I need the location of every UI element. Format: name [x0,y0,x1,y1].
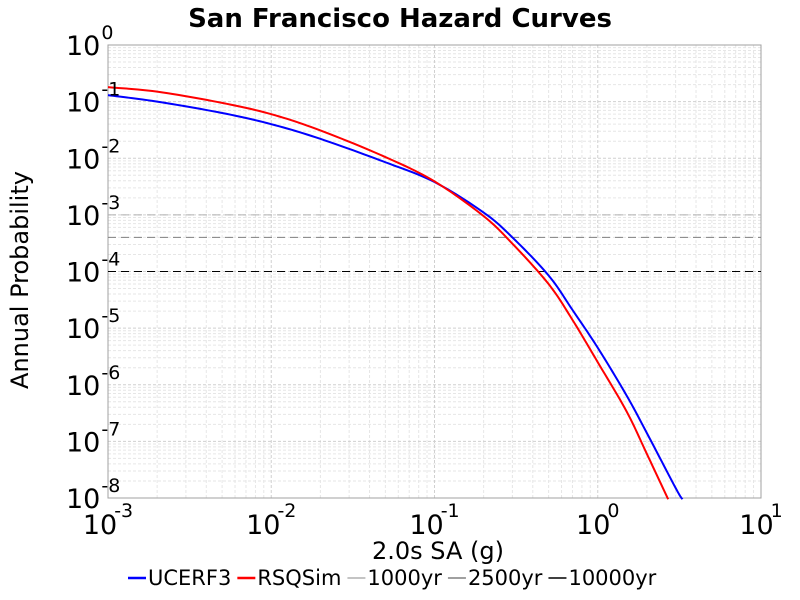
x-tick-label: 10-1 [409,500,459,541]
chart-title: San Francisco Hazard Curves [188,4,612,34]
y-tick-label: 10-6 [66,362,120,402]
x-tick-labels: 10-3 10-2 10-1 100 101 [83,500,783,541]
x-tick-label: 10-2 [246,500,296,541]
x-axis-title: 2.0s SA (g) [372,537,504,565]
y-axis-title: Annual Probability [6,171,34,389]
series-line-rsqsim [107,86,670,500]
y-tick-label: 10-8 [66,475,120,515]
x-tick-label: 101 [739,500,782,541]
y-tick-label: 10-1 [66,79,120,119]
legend-label-2500yr: 2500yr [468,566,543,590]
y-tick-label: 10-5 [66,305,120,345]
legend-label-ucerf3: UCERF3 [148,566,231,590]
x-tick-label: 10-3 [83,500,133,541]
legend-label-10000yr: 10000yr [568,566,656,590]
y-tick-label: 10-2 [66,135,120,175]
legend-label-rsqsim: RSQSim [257,566,341,590]
y-tick-label: 100 [66,22,113,62]
series-layer [107,86,761,500]
legend-label-1000yr: 1000yr [367,566,442,590]
y-tick-label: 10-4 [66,249,120,289]
series-line-ucerf3 [107,94,684,500]
legend: UCERF3 RSQSim 1000yr 2500yr 10000yr [128,566,657,590]
y-tick-label: 10-3 [66,192,120,232]
y-tick-label: 10-7 [66,418,120,458]
y-tick-labels: 100 10-1 10-2 10-3 10-4 10-5 10-6 10-7 10-8 [66,22,120,515]
x-tick-label: 100 [576,500,619,541]
